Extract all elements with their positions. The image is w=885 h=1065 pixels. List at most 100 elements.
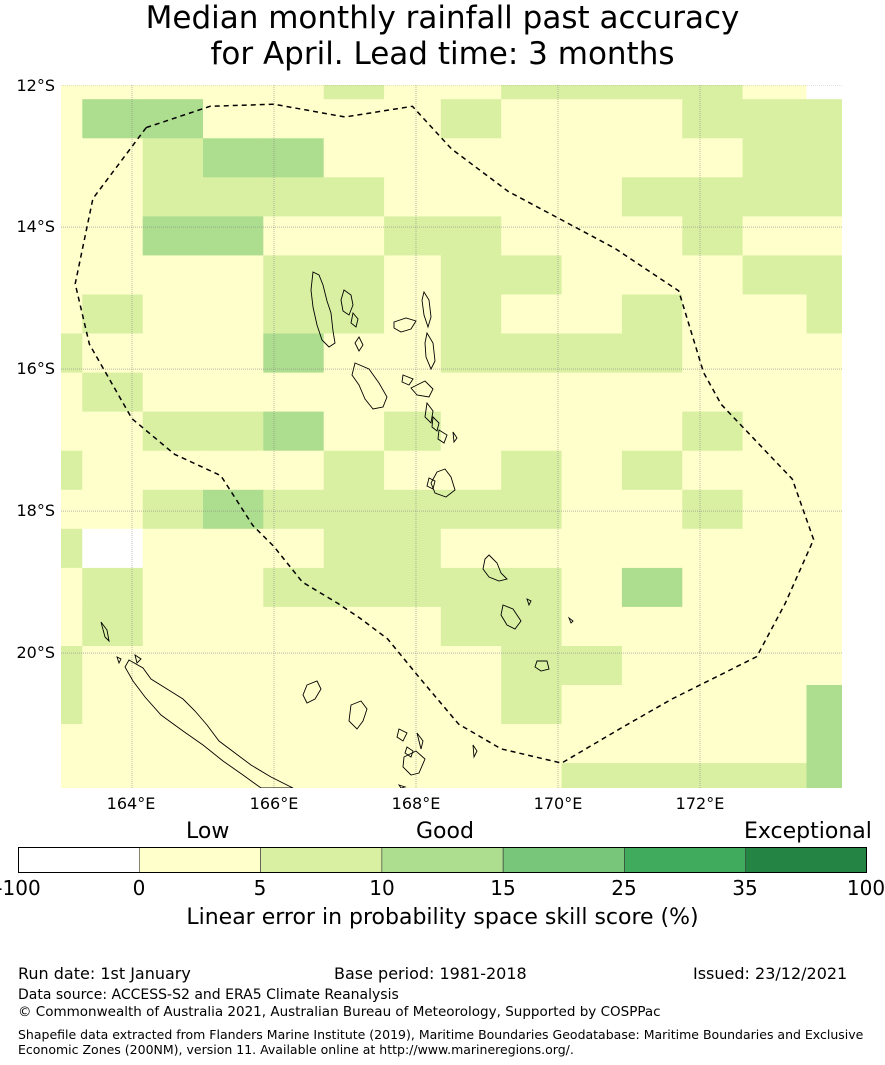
skill-cell bbox=[82, 685, 144, 725]
skill-cell bbox=[561, 763, 623, 788]
skill-cell bbox=[384, 489, 442, 530]
skill-cell bbox=[82, 177, 144, 217]
skill-cell bbox=[203, 294, 264, 335]
skill-cell bbox=[742, 685, 808, 725]
skill-cell bbox=[384, 177, 442, 217]
skill-cell bbox=[203, 216, 264, 257]
skill-cell bbox=[323, 99, 385, 139]
island-coastline bbox=[426, 477, 436, 490]
map-canvas bbox=[61, 85, 842, 788]
lon-label-172e: 172°E bbox=[675, 794, 725, 813]
island-coastline bbox=[410, 380, 434, 398]
colorbar-tick: 0 bbox=[132, 876, 146, 900]
skill-cell bbox=[621, 85, 683, 100]
lon-label-168e: 168°E bbox=[391, 794, 441, 813]
skill-cell bbox=[742, 411, 808, 452]
skill-cell bbox=[384, 255, 442, 296]
skill-cell bbox=[203, 528, 264, 569]
skill-cell bbox=[561, 177, 623, 217]
skill-cell bbox=[61, 646, 83, 686]
skill-cell bbox=[61, 177, 83, 217]
island-coastline bbox=[472, 744, 478, 759]
skill-cell bbox=[384, 646, 442, 686]
skill-cell bbox=[142, 255, 204, 296]
colorbar-bin bbox=[745, 847, 867, 873]
lat-label-18s: 18°S bbox=[16, 501, 55, 520]
colorbar-tick: 25 bbox=[611, 876, 637, 900]
skill-cell bbox=[440, 372, 502, 413]
skill-cell bbox=[806, 450, 842, 491]
island-coastline bbox=[396, 728, 408, 742]
coastlines bbox=[100, 271, 574, 788]
skill-cell bbox=[384, 333, 442, 374]
skill-cell bbox=[263, 177, 325, 217]
skill-cell bbox=[263, 255, 325, 296]
skill-cell bbox=[621, 528, 683, 569]
skill-cell bbox=[806, 567, 842, 608]
skill-cell bbox=[561, 567, 623, 608]
colorbar-tick: 10 bbox=[369, 876, 395, 900]
skill-cell bbox=[323, 724, 385, 764]
skill-cell bbox=[142, 685, 204, 725]
skill-cell bbox=[82, 294, 144, 335]
skill-cell bbox=[82, 99, 144, 139]
skill-cell bbox=[82, 333, 144, 374]
skill-cell bbox=[440, 724, 502, 764]
skill-cell bbox=[742, 99, 808, 139]
island-coastline bbox=[124, 659, 294, 788]
skill-cell bbox=[61, 372, 83, 413]
skill-cell bbox=[142, 567, 204, 608]
skill-cell bbox=[682, 646, 744, 686]
skill-cell bbox=[323, 138, 385, 178]
skill-cell bbox=[621, 99, 683, 139]
skill-cell bbox=[621, 294, 683, 335]
skill-cell bbox=[742, 528, 808, 569]
skill-cell bbox=[806, 177, 842, 217]
skill-cell bbox=[323, 646, 385, 686]
island-coastline bbox=[402, 750, 426, 776]
skill-cell bbox=[263, 567, 325, 608]
colorbar-tick: 15 bbox=[490, 876, 516, 900]
skill-cell bbox=[384, 685, 442, 725]
skill-cell bbox=[561, 450, 623, 491]
skill-cell bbox=[806, 489, 842, 530]
lon-label-164e: 164°E bbox=[106, 794, 156, 813]
colorbar-tick: 100 bbox=[846, 876, 885, 900]
skill-cell bbox=[682, 177, 744, 217]
shapefile-credit-line-1: Shapefile data extracted from Flanders M… bbox=[18, 1027, 864, 1042]
skill-cell bbox=[682, 255, 744, 296]
skill-cell bbox=[806, 85, 842, 100]
island-coastline bbox=[437, 429, 448, 444]
skill-cell bbox=[142, 763, 204, 788]
skill-cell bbox=[440, 294, 502, 335]
skill-cell bbox=[263, 294, 325, 335]
skill-cell bbox=[142, 724, 204, 764]
skill-cell bbox=[263, 372, 325, 413]
skill-cell bbox=[263, 99, 325, 139]
colorbar-frame bbox=[18, 847, 867, 873]
skill-cell bbox=[742, 567, 808, 608]
island-coastline bbox=[134, 653, 142, 664]
skill-cell bbox=[142, 294, 204, 335]
skill-cell bbox=[61, 724, 83, 764]
skill-cell bbox=[384, 294, 442, 335]
island-coastline bbox=[430, 468, 456, 498]
skill-cell bbox=[561, 333, 623, 374]
island-coastline bbox=[421, 290, 432, 329]
skill-cell bbox=[501, 99, 563, 139]
skill-cell bbox=[806, 606, 842, 647]
title-line-1: Median monthly rainfall past accuracy bbox=[145, 0, 740, 36]
island-coastline bbox=[500, 604, 522, 630]
island-coastline bbox=[424, 401, 434, 424]
skill-cell bbox=[621, 567, 683, 608]
skill-cell bbox=[561, 646, 623, 686]
skill-cell bbox=[203, 724, 264, 764]
skill-cell bbox=[323, 489, 385, 530]
skill-cell bbox=[501, 489, 563, 530]
skill-cell bbox=[263, 450, 325, 491]
skill-cell bbox=[384, 724, 442, 764]
skill-cell bbox=[323, 177, 385, 217]
skill-cell bbox=[440, 685, 502, 725]
skill-cell bbox=[61, 216, 83, 257]
skill-cell bbox=[61, 99, 83, 139]
